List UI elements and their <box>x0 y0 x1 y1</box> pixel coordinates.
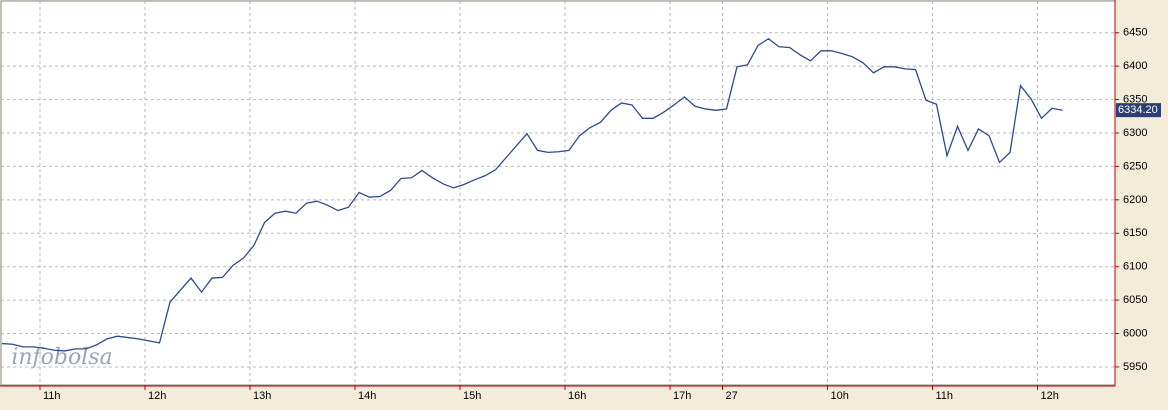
price-line <box>1 37 1063 352</box>
y-tick-label: 6450 <box>1123 27 1147 39</box>
plot-area <box>0 0 1116 386</box>
x-tick-label: 11h <box>936 390 954 402</box>
last-price-label: 6334.20 <box>1118 104 1158 116</box>
x-tick-label: 11h <box>43 390 61 402</box>
y-tick-label: 6350 <box>1123 93 1147 105</box>
x-tick-label: 12h <box>1041 390 1059 402</box>
x-tick-label: 14h <box>358 390 376 402</box>
x-tick-label: 10h <box>831 390 849 402</box>
y-tick-label: 6150 <box>1123 227 1147 239</box>
y-tick-label: 6050 <box>1123 294 1147 306</box>
y-tick-label: 5950 <box>1123 361 1147 373</box>
x-tick-label: 12h <box>148 390 166 402</box>
x-tick-label: 17h <box>673 390 691 402</box>
x-tick-label: 15h <box>463 390 481 402</box>
x-tick-label: 13h <box>253 390 271 402</box>
watermark: infobolsa <box>11 345 112 370</box>
last-price-box <box>1116 103 1161 118</box>
y-tick-label: 6200 <box>1123 194 1147 206</box>
y-tick-label: 6300 <box>1123 127 1147 139</box>
y-tick-label: 6100 <box>1123 261 1147 273</box>
y-tick-label: 6250 <box>1123 160 1147 172</box>
x-tick-label: 16h <box>568 390 586 402</box>
y-tick-label: 6000 <box>1123 327 1147 339</box>
x-tick-label: 27 <box>726 390 738 402</box>
y-tick-label: 6400 <box>1123 60 1147 72</box>
